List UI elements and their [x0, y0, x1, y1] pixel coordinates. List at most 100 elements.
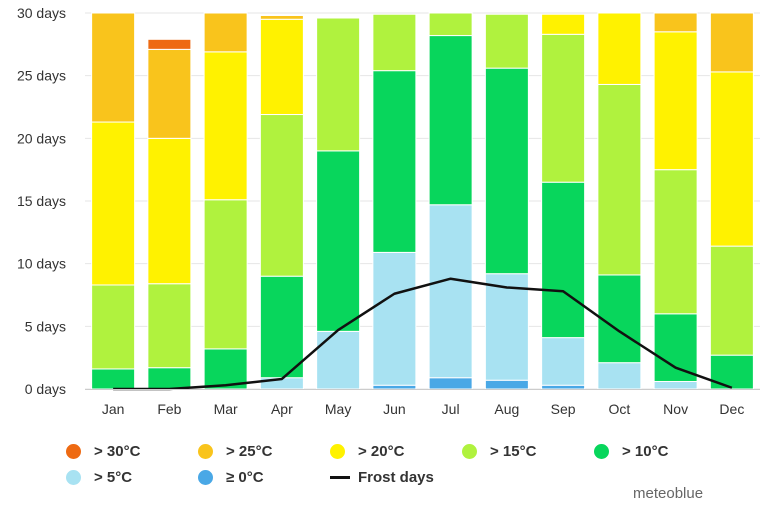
- bar-segment: [372, 70, 417, 253]
- bar-segment: [428, 35, 473, 206]
- legend-item-25c[interactable]: > 25°C: [198, 443, 330, 460]
- legend-item-10c[interactable]: > 10°C: [594, 443, 726, 460]
- y-tick-label: 30 days: [17, 5, 66, 21]
- bar-segment: [653, 12, 698, 33]
- legend-label: > 20°C: [358, 442, 405, 460]
- bar-segment: [372, 251, 417, 386]
- bar-segment: [147, 367, 192, 390]
- bar-segment: [203, 199, 248, 350]
- bar-segment: [541, 33, 586, 183]
- bar-segment: [203, 12, 248, 53]
- bar-segment: [259, 18, 304, 116]
- bar-segment: [653, 169, 698, 315]
- legend-item-5c[interactable]: > 5°C: [66, 469, 198, 486]
- bar-segment: [372, 13, 417, 72]
- bar-segment: [91, 121, 136, 286]
- legend-item-0c[interactable]: ≥ 0°C: [198, 469, 330, 486]
- grid-lines: [85, 12, 760, 390]
- bar-segment: [653, 31, 698, 171]
- bar-segment: [316, 150, 361, 332]
- legend-swatch-10c: [594, 443, 609, 459]
- legend-row: > 30°C > 25°C > 20°C > 15°C > 10°C: [66, 438, 746, 464]
- legend-item-frost-days[interactable]: Frost days: [330, 469, 490, 486]
- bar-segment: [259, 275, 304, 379]
- x-tick-label: Jul: [442, 401, 460, 417]
- y-tick-label: 5 days: [25, 318, 66, 334]
- bar-segment: [91, 284, 136, 370]
- frost-days-line: [113, 277, 733, 391]
- bar-segment: [147, 48, 192, 139]
- bar-segment: [147, 137, 192, 285]
- x-tick-label: May: [325, 401, 351, 417]
- x-tick-label: Sep: [551, 401, 576, 417]
- legend-label: > 15°C: [490, 442, 537, 460]
- bar-segment: [259, 114, 304, 277]
- legend-swatch-20c: [330, 443, 345, 459]
- y-tick-label: 10 days: [17, 256, 66, 272]
- bar-segment: [541, 13, 586, 35]
- bar-segment: [91, 12, 136, 123]
- bar-segment: [484, 379, 529, 390]
- legend-row: > 5°C ≥ 0°C Frost days: [66, 464, 746, 490]
- bar-segment: [428, 204, 473, 379]
- bar-segment: [709, 71, 754, 247]
- legend-swatch-0c: [198, 469, 213, 485]
- bar-segment: [372, 384, 417, 390]
- bar-segment: [709, 354, 754, 390]
- legend-label: > 25°C: [226, 442, 273, 460]
- bar-segment: [597, 12, 642, 85]
- legend-label: > 30°C: [94, 442, 141, 460]
- x-tick-label: Feb: [157, 401, 181, 417]
- legend: > 30°C > 25°C > 20°C > 15°C > 10°C > 5°C…: [66, 438, 746, 490]
- bar-segment: [653, 313, 698, 382]
- x-tick-label: Apr: [271, 401, 293, 417]
- legend-label: ≥ 0°C: [226, 468, 264, 486]
- legend-swatch-15c: [462, 443, 477, 459]
- bar-segment: [203, 51, 248, 201]
- x-tick-label: Jun: [383, 401, 406, 417]
- bar-segment: [91, 368, 136, 390]
- bar-segment: [597, 274, 642, 364]
- legend-item-20c[interactable]: > 20°C: [330, 443, 462, 460]
- x-tick-label: Oct: [608, 401, 630, 417]
- bar-segment: [709, 12, 754, 73]
- bar-segment: [541, 181, 586, 339]
- y-tick-label: 20 days: [17, 130, 66, 146]
- bars: [91, 12, 754, 390]
- x-axis: Jan Feb Mar Apr May Jun Jul Aug Sep Oct Nov Dec: [85, 389, 760, 417]
- credit-label: meteoblue: [633, 485, 704, 502]
- bar-segment: [259, 15, 304, 20]
- x-tick-label: Dec: [719, 401, 744, 417]
- bar-segment: [653, 380, 698, 390]
- bar-segment: [709, 245, 754, 356]
- legend-label: > 10°C: [622, 442, 669, 460]
- bar-segment: [541, 384, 586, 390]
- x-tick-label: Jan: [102, 401, 125, 417]
- chart: 0 days 5 days 10 days 15 days 20 days 25 days…: [17, 5, 760, 417]
- legend-swatch-25c: [198, 443, 213, 459]
- frost-days-polyline: [113, 277, 733, 391]
- bar-segment: [484, 13, 529, 69]
- bar-segment: [597, 83, 642, 276]
- y-tick-label: 25 days: [17, 68, 66, 84]
- legend-label: > 5°C: [94, 468, 133, 486]
- bar-segment: [541, 337, 586, 386]
- bar-segment: [597, 362, 642, 390]
- bar-segment: [428, 12, 473, 37]
- legend-label: Frost days: [358, 468, 434, 486]
- x-tick-label: Nov: [663, 401, 688, 417]
- legend-item-30c[interactable]: > 30°C: [66, 443, 198, 460]
- bar-segment: [316, 330, 361, 390]
- bar-segment: [147, 38, 192, 50]
- bar-segment: [428, 377, 473, 390]
- y-tick-label: 0 days: [25, 381, 66, 397]
- legend-swatch-30c: [66, 443, 81, 459]
- y-axis: 0 days 5 days 10 days 15 days 20 days 25 days…: [17, 5, 66, 397]
- legend-item-15c[interactable]: > 15°C: [462, 443, 594, 460]
- bar-segment: [484, 273, 529, 381]
- bar-segment: [147, 283, 192, 369]
- legend-swatch-5c: [66, 469, 81, 485]
- bar-segment: [484, 67, 529, 275]
- y-tick-label: 15 days: [17, 193, 66, 209]
- legend-swatch-frost-days: [330, 475, 350, 479]
